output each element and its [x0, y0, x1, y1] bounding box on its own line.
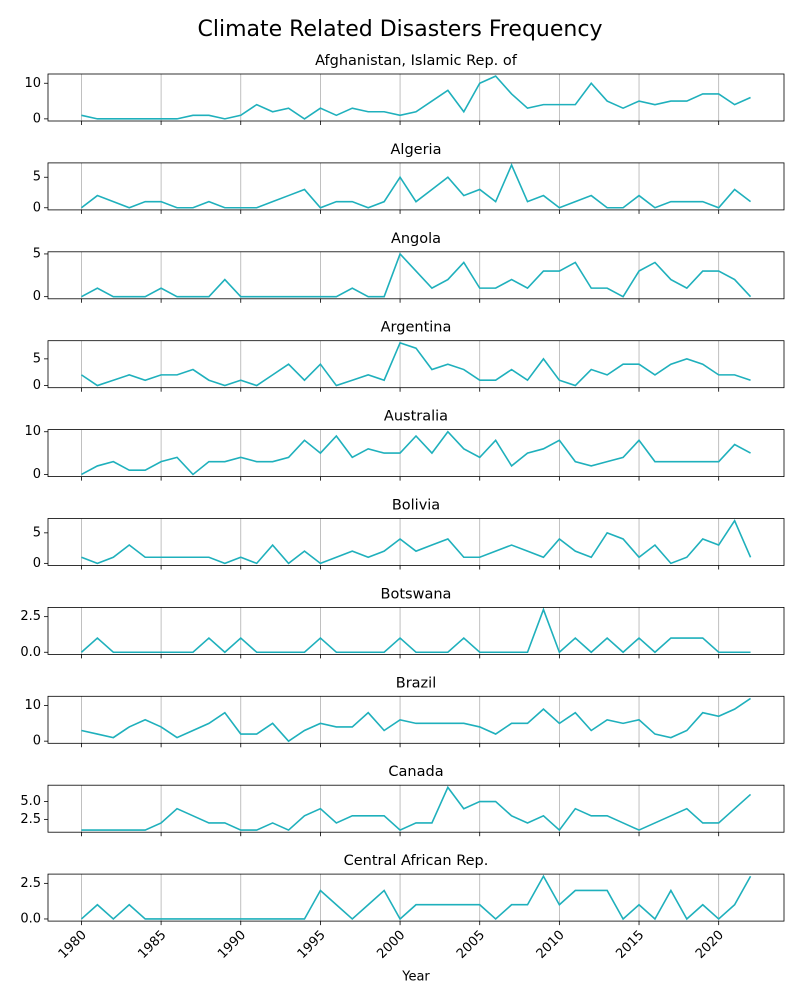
axes-frame: [47, 251, 785, 300]
y-tick-label: 5: [33, 525, 41, 540]
axes-frame: [47, 429, 785, 478]
y-tick-label: 5.0: [20, 794, 41, 809]
y-tick-label: 0: [33, 556, 41, 571]
panel-title: Australia: [384, 409, 448, 425]
panel-title: Central African Rep.: [344, 853, 489, 869]
y-tick-label: 2.5: [20, 812, 41, 827]
chart-title: Climate Related Disasters Frequency: [198, 17, 603, 42]
y-tick-label: 10: [24, 424, 41, 439]
panel-title: Bolivia: [392, 498, 440, 514]
y-tick-label: 0.0: [20, 645, 41, 660]
x-tick-label: 2010: [534, 928, 568, 962]
x-tick-label: 1985: [135, 928, 169, 962]
panel-title: Botswana: [381, 586, 452, 602]
x-tick-label: 1990: [215, 928, 249, 962]
axes-frame: [47, 340, 785, 389]
data-line: [81, 75, 751, 120]
y-tick-label: 0: [33, 289, 41, 304]
data-line: [81, 341, 751, 387]
axes-frame: [47, 784, 785, 833]
x-axis-label: Year: [401, 970, 430, 985]
axes-frame: [47, 607, 785, 655]
x-tick-label: 1980: [56, 928, 90, 962]
x-tick-label: 2020: [693, 928, 727, 962]
y-tick-label: 0.0: [20, 911, 41, 926]
panel-title: Angola: [391, 231, 441, 247]
data-line: [80, 874, 752, 921]
y-tick-label: 0: [33, 378, 41, 393]
y-tick-label: 2.5: [20, 876, 41, 891]
data-line: [81, 697, 751, 743]
x-tick-label: 2015: [613, 928, 647, 962]
axes-frame: [47, 162, 785, 211]
x-tick-label: 2000: [374, 928, 408, 962]
y-tick-label: 0: [33, 467, 41, 482]
data-line: [80, 607, 751, 654]
panel-title: Afghanistan, Islamic Rep. of: [315, 53, 518, 69]
data-line: [81, 785, 752, 832]
x-tick-label: 1995: [295, 928, 329, 962]
y-tick-label: 0: [33, 200, 41, 215]
axes-frame: [47, 518, 785, 566]
y-tick-label: 10: [24, 698, 41, 713]
panel-title: Argentina: [381, 320, 452, 336]
y-tick-label: 10: [24, 76, 41, 91]
y-tick-label: 5: [33, 246, 41, 261]
data-line: [81, 430, 751, 476]
axes-frame: [47, 73, 785, 122]
data-line: [80, 163, 752, 209]
y-tick-label: 5: [33, 351, 41, 366]
data-line: [81, 252, 752, 298]
axes-frame: [47, 873, 785, 922]
x-tick-label: 2005: [454, 928, 488, 962]
y-tick-label: 0: [33, 734, 41, 749]
panel-title: Canada: [388, 764, 443, 780]
axes-frame: [47, 695, 785, 744]
panel-title: Brazil: [396, 675, 436, 691]
data-line: [81, 518, 752, 565]
y-tick-label: 2.5: [20, 609, 41, 624]
panel-title: Algeria: [391, 142, 442, 158]
y-tick-label: 5: [33, 170, 41, 185]
y-tick-label: 0: [33, 111, 41, 126]
